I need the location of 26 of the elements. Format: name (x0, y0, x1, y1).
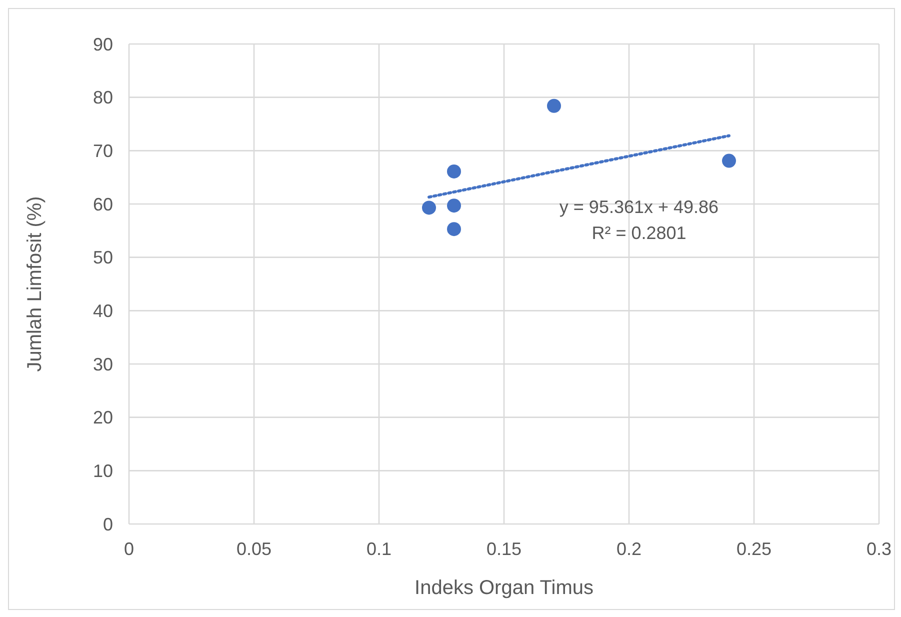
y-axis-title: Jumlah Limfosit (%) (24, 196, 46, 372)
y-tick-label: 40 (92, 301, 113, 322)
point (422, 200, 436, 215)
y-tick-label: 0 (102, 514, 113, 534)
y-tick-label: 70 (92, 141, 113, 162)
x-tick-label: 0.25 (736, 538, 772, 559)
point (547, 98, 561, 113)
x-tick-label: 0 (124, 538, 134, 559)
y-tick-label: 20 (92, 408, 113, 428)
point (722, 154, 736, 168)
annotation: y = 95.361x + 49.86 R² = 0.2801 (558, 196, 720, 245)
point (447, 164, 461, 178)
x-axis-title: Indeks Organ Timus (414, 577, 594, 599)
y-tick-label: 30 (92, 354, 113, 374)
x-tick-label: 0.15 (486, 538, 522, 559)
y-tick-label: 90 (92, 34, 113, 54)
y-tick-label: 50 (92, 248, 113, 268)
x-tick-label: 0.05 (236, 538, 272, 559)
y-tick-label: 10 (92, 461, 113, 482)
y-tick-label: 80 (92, 88, 113, 108)
point (447, 198, 461, 213)
x-tick-label: 0.2 (616, 538, 642, 559)
x-tick-label: 0.1 (366, 538, 392, 559)
point (447, 222, 461, 236)
y-tick-label: 60 (92, 194, 113, 214)
x-tick-label: 0.3 (866, 538, 892, 559)
